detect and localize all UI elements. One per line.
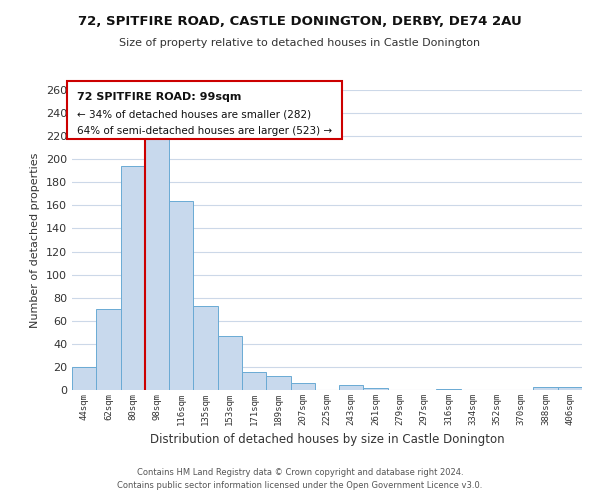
- Y-axis label: Number of detached properties: Number of detached properties: [31, 152, 40, 328]
- Bar: [121, 166, 145, 390]
- Bar: [364, 388, 388, 390]
- Bar: [96, 309, 121, 390]
- Bar: [533, 386, 558, 390]
- Bar: [169, 201, 193, 390]
- Bar: [72, 367, 96, 390]
- Text: 64% of semi-detached houses are larger (523) →: 64% of semi-detached houses are larger (…: [77, 126, 332, 136]
- Bar: [558, 386, 582, 390]
- Text: Size of property relative to detached houses in Castle Donington: Size of property relative to detached ho…: [119, 38, 481, 48]
- Bar: [266, 376, 290, 390]
- Text: 72, SPITFIRE ROAD, CASTLE DONINGTON, DERBY, DE74 2AU: 72, SPITFIRE ROAD, CASTLE DONINGTON, DER…: [78, 15, 522, 28]
- Text: ← 34% of detached houses are smaller (282): ← 34% of detached houses are smaller (28…: [77, 110, 311, 120]
- Bar: [145, 138, 169, 390]
- FancyBboxPatch shape: [67, 81, 342, 139]
- Text: Contains HM Land Registry data © Crown copyright and database right 2024.
Contai: Contains HM Land Registry data © Crown c…: [118, 468, 482, 490]
- Bar: [242, 372, 266, 390]
- X-axis label: Distribution of detached houses by size in Castle Donington: Distribution of detached houses by size …: [149, 434, 505, 446]
- Bar: [339, 386, 364, 390]
- Bar: [193, 306, 218, 390]
- Text: 72 SPITFIRE ROAD: 99sqm: 72 SPITFIRE ROAD: 99sqm: [77, 92, 241, 102]
- Bar: [436, 389, 461, 390]
- Bar: [290, 383, 315, 390]
- Bar: [218, 336, 242, 390]
